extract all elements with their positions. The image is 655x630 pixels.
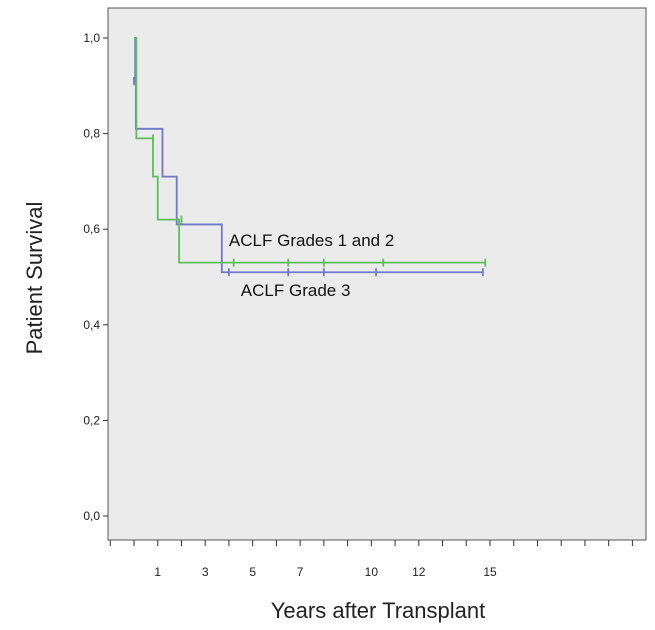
plot-area xyxy=(107,7,647,541)
y-tick-label: 0,4 xyxy=(83,318,100,332)
x-tick-label: 15 xyxy=(483,565,497,579)
y-tick-label: 0,2 xyxy=(83,413,100,427)
x-tick-label: 1 xyxy=(154,565,161,579)
y-tick-label: 0,0 xyxy=(83,509,100,523)
x-axis: 1 3 5 7 10 12 15 xyxy=(109,540,633,579)
annotation-layer: ACLF Grades 1 and 2 ACLF Grade 3 xyxy=(229,231,394,300)
curve-label: ACLF Grade 3 xyxy=(241,281,351,300)
x-tick-label: 5 xyxy=(249,565,256,579)
x-axis-title: Years after Transplant xyxy=(271,598,485,623)
series-line xyxy=(134,37,483,274)
y-tick-label: 1,0 xyxy=(83,31,100,45)
x-tick-label: 10 xyxy=(365,565,379,579)
series-line xyxy=(134,37,486,264)
x-tick-label: 12 xyxy=(412,565,426,579)
series-1 xyxy=(134,37,487,267)
y-axis: 0,0 0,2 0,4 0,6 0,8 1,0 xyxy=(83,31,108,523)
series-layer xyxy=(133,37,487,277)
x-tick-label: 3 xyxy=(202,565,209,579)
y-axis-title: Patient Survival xyxy=(22,202,47,355)
y-tick-label: 0,6 xyxy=(83,222,100,236)
curve-label: ACLF Grades 1 and 2 xyxy=(229,231,394,250)
series-0 xyxy=(133,37,484,277)
y-tick-label: 0,8 xyxy=(83,127,100,141)
x-tick-label: 7 xyxy=(297,565,304,579)
